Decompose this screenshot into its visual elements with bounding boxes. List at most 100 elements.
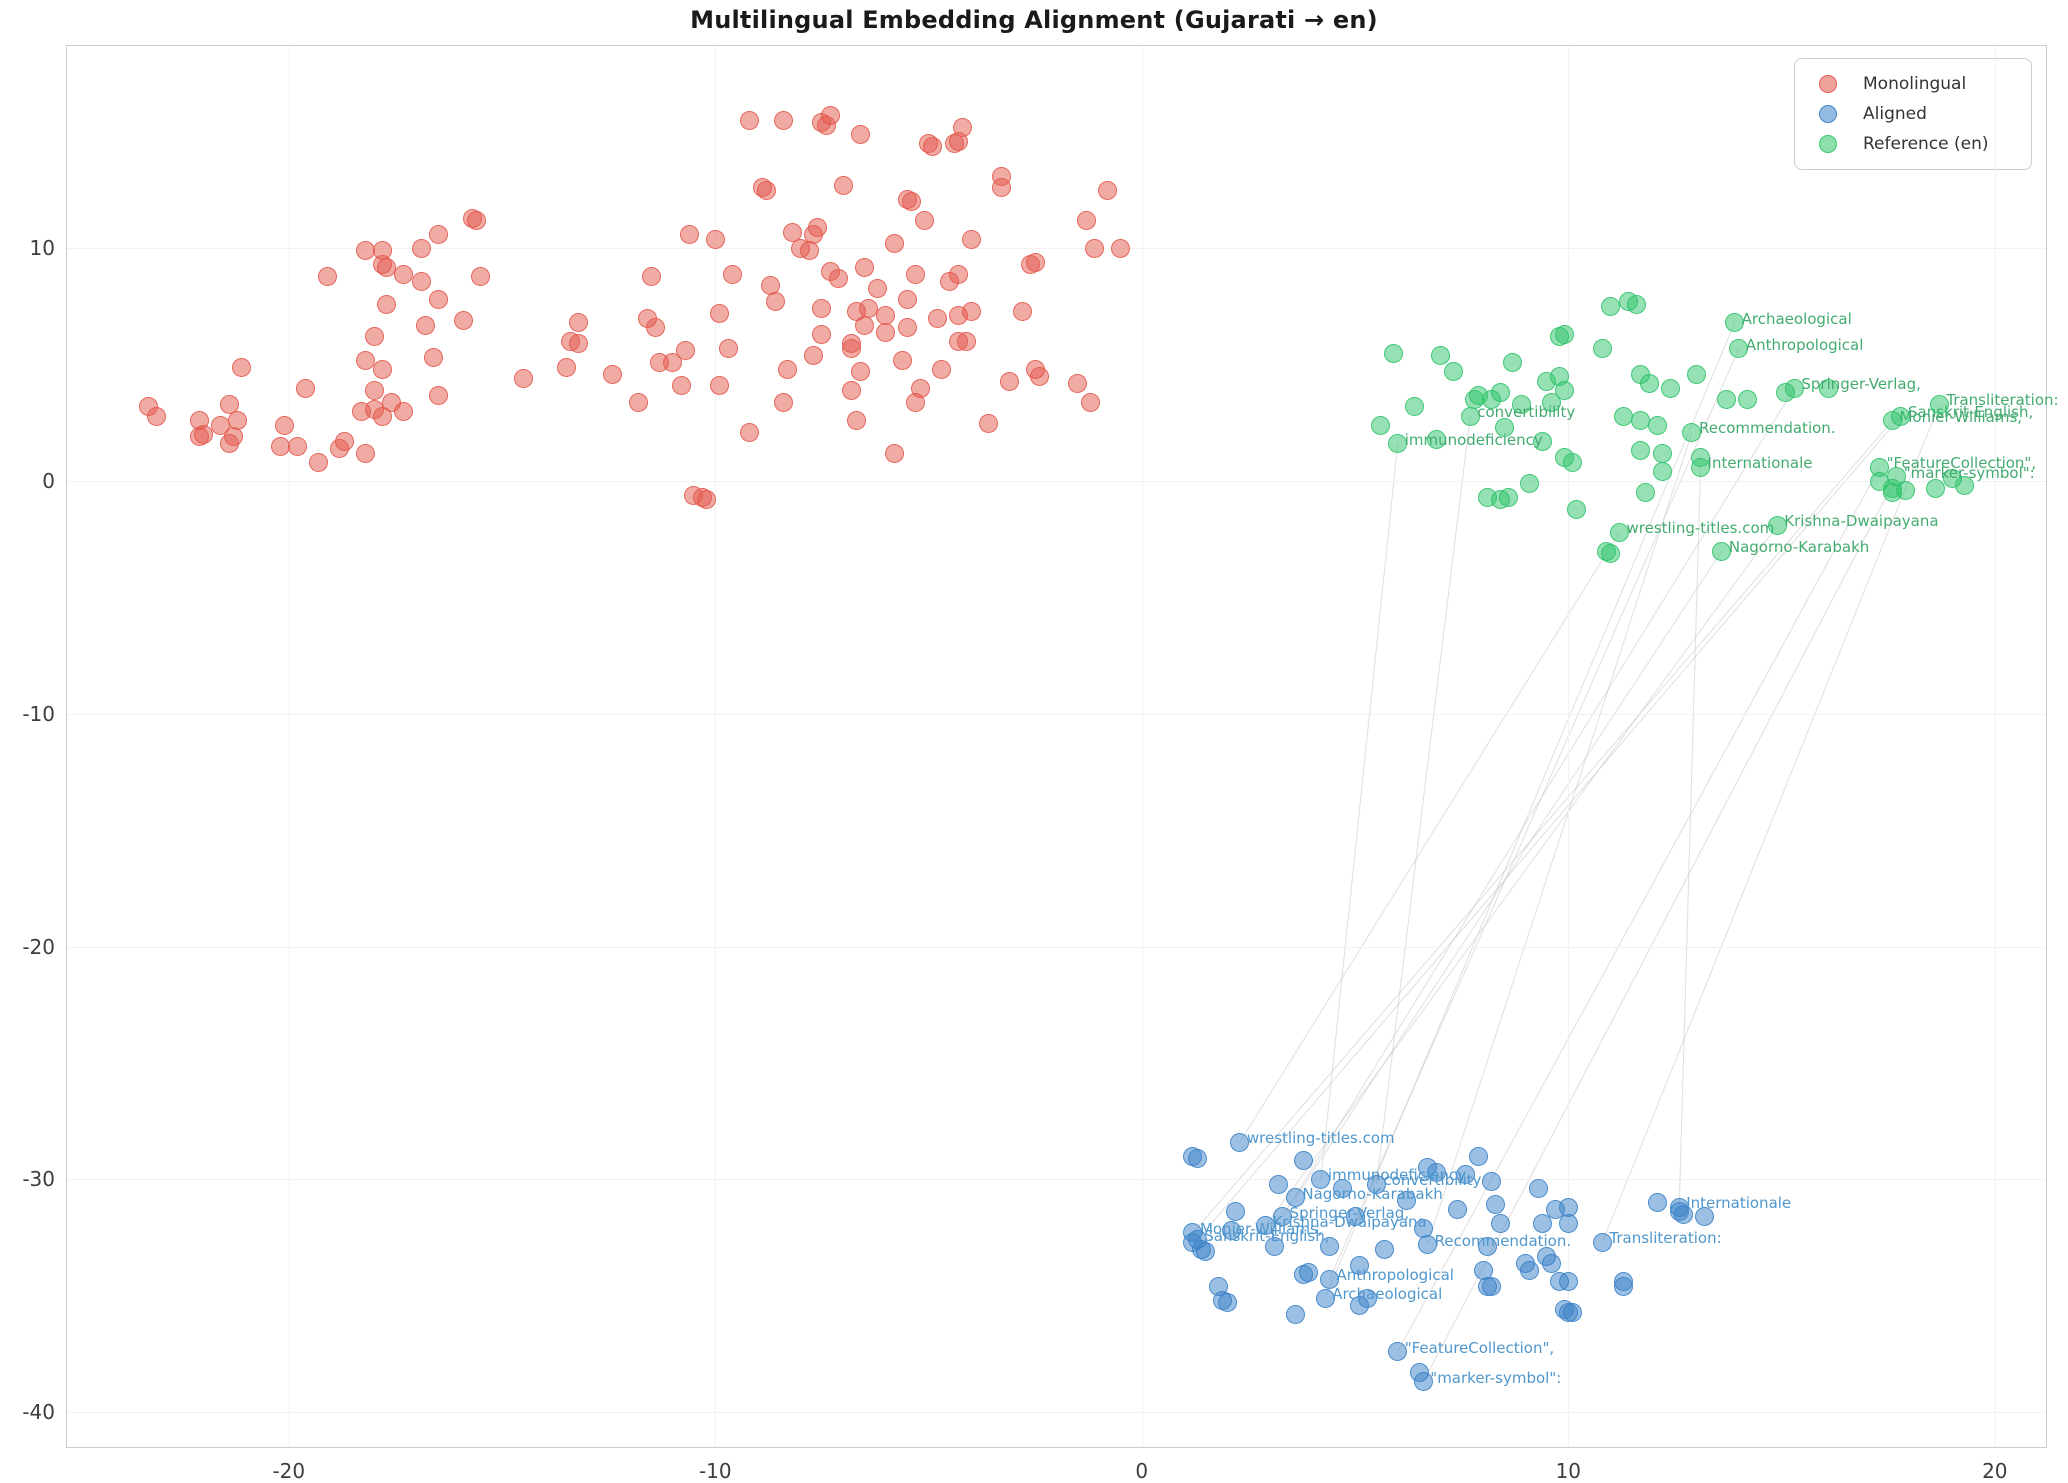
data-point-aligned — [1482, 1172, 1502, 1192]
aligned-point-label: convertibility — [1383, 1171, 1482, 1190]
data-point-aligned-labeled — [1413, 1372, 1433, 1392]
aligned-point-label: wrestling-titles.com — [1246, 1129, 1395, 1148]
reference-point-label: convertibility — [1477, 403, 1576, 422]
data-point-monolingual — [680, 225, 700, 244]
gridline-y — [67, 1412, 2046, 1414]
data-point-aligned-labeled — [1669, 1197, 1689, 1217]
data-point-aligned — [1447, 1200, 1467, 1220]
alignment-connector-line — [1282, 387, 1795, 1217]
data-point-aligned-labeled — [1418, 1235, 1438, 1255]
data-point-aligned — [1648, 1193, 1668, 1213]
data-point-monolingual — [948, 332, 968, 352]
data-point-monolingual — [193, 425, 213, 445]
y-tick-label: -20 — [22, 934, 55, 959]
data-point-reference — [1490, 383, 1510, 403]
data-point-aligned-labeled — [1315, 1288, 1335, 1308]
legend-marker-monolingual-icon — [1819, 75, 1837, 93]
data-point-aligned-labeled — [1285, 1188, 1305, 1208]
data-point-reference-labeled — [1870, 457, 1890, 477]
data-point-reference-labeled — [1887, 467, 1907, 487]
data-point-monolingual — [1085, 238, 1105, 258]
data-point-aligned — [1614, 1276, 1634, 1296]
data-point-monolingual — [394, 401, 414, 421]
data-point-monolingual — [671, 376, 691, 396]
data-point-monolingual — [675, 341, 695, 361]
data-point-monolingual — [739, 422, 759, 442]
data-point-reference-labeled — [1891, 406, 1911, 426]
data-point-monolingual — [774, 392, 794, 412]
connector-lines — [1192, 322, 1940, 1383]
data-point-reference — [1661, 378, 1681, 398]
data-point-reference — [1818, 378, 1838, 398]
alignment-connector-line — [1196, 415, 1902, 1241]
data-point-monolingual — [897, 290, 917, 310]
x-tick-label: -10 — [698, 1459, 732, 1483]
legend-label: Aligned — [1863, 104, 1927, 124]
aligned-point-label: Springer-Verlag, — [1289, 1203, 1410, 1222]
data-point-monolingual — [569, 313, 589, 333]
reference-point-label: wrestling-titles.com — [1626, 519, 1775, 538]
data-point-monolingual — [718, 339, 738, 359]
data-point-monolingual — [1076, 211, 1096, 231]
data-point-aligned — [1349, 1255, 1369, 1275]
data-point-monolingual — [309, 453, 329, 473]
data-point-monolingual — [710, 304, 730, 324]
data-point-monolingual — [356, 350, 376, 370]
alignment-connector-line — [1192, 420, 1893, 1234]
data-point-reference-labeled — [1682, 422, 1702, 442]
data-point-monolingual — [927, 308, 947, 328]
data-point-monolingual — [471, 266, 491, 286]
data-point-monolingual — [270, 436, 290, 456]
data-point-reference — [1716, 390, 1736, 410]
data-point-aligned — [1217, 1293, 1237, 1313]
legend-label: Reference (en) — [1863, 134, 1989, 154]
data-point-monolingual — [778, 359, 798, 379]
data-point-aligned — [1477, 1237, 1497, 1257]
gridline-x — [1994, 46, 1996, 1447]
data-point-aligned-labeled — [1273, 1207, 1293, 1227]
aligned-point-label: Anthropological — [1336, 1266, 1454, 1285]
data-point-reference — [1533, 432, 1553, 452]
data-point-reference — [1405, 397, 1425, 417]
data-point-reference — [1567, 499, 1587, 519]
reference-point-label: Anthropological — [1745, 335, 1864, 354]
data-point-aligned — [1268, 1174, 1288, 1194]
data-point-monolingual — [931, 359, 951, 379]
data-point-aligned-labeled — [1592, 1232, 1612, 1252]
data-point-monolingual — [641, 266, 661, 286]
data-point-monolingual — [428, 290, 448, 310]
data-point-monolingual — [1012, 301, 1032, 321]
data-point-reference — [1737, 390, 1757, 410]
data-point-monolingual — [1098, 180, 1118, 200]
data-point-aligned — [1187, 1148, 1207, 1168]
data-point-monolingual — [961, 229, 981, 249]
data-point-monolingual — [739, 110, 759, 130]
data-point-monolingual — [842, 380, 862, 400]
data-point-monolingual — [1029, 366, 1049, 386]
legend-item-aligned: Aligned — [1795, 99, 2031, 129]
data-point-reference-labeled — [1929, 394, 1949, 414]
data-point-monolingual — [1068, 373, 1088, 393]
x-tick-label: -20 — [272, 1459, 306, 1483]
data-point-aligned-labeled — [1230, 1132, 1250, 1152]
aligned-point-label: Sanskrit-English, — [1204, 1226, 1330, 1245]
data-point-aligned-labeled — [1366, 1174, 1386, 1194]
data-point-reference — [1639, 373, 1659, 393]
reference-point-label: "marker-symbol": — [1903, 463, 2035, 482]
legend-label: Monolingual — [1863, 74, 1967, 94]
data-point-reference — [1925, 478, 1945, 498]
data-point-aligned — [1546, 1200, 1565, 1220]
data-point-aligned — [1358, 1288, 1378, 1308]
data-point-reference — [1426, 429, 1446, 449]
data-point-monolingual — [411, 271, 431, 291]
reference-point-label: Internationale — [1707, 454, 1813, 473]
gridline-y — [67, 481, 2046, 483]
data-point-monolingual — [799, 241, 819, 261]
reference-point-label: immunodeficiency — [1404, 430, 1543, 449]
aligned-point-label: immunodeficiency — [1327, 1166, 1466, 1185]
alignment-connector-line — [1239, 532, 1620, 1143]
data-point-monolingual — [906, 392, 926, 412]
y-tick-label: 10 — [29, 236, 55, 261]
data-point-aligned — [1486, 1195, 1506, 1215]
reference-point-label: Monier-Williams, — [1899, 407, 2023, 426]
